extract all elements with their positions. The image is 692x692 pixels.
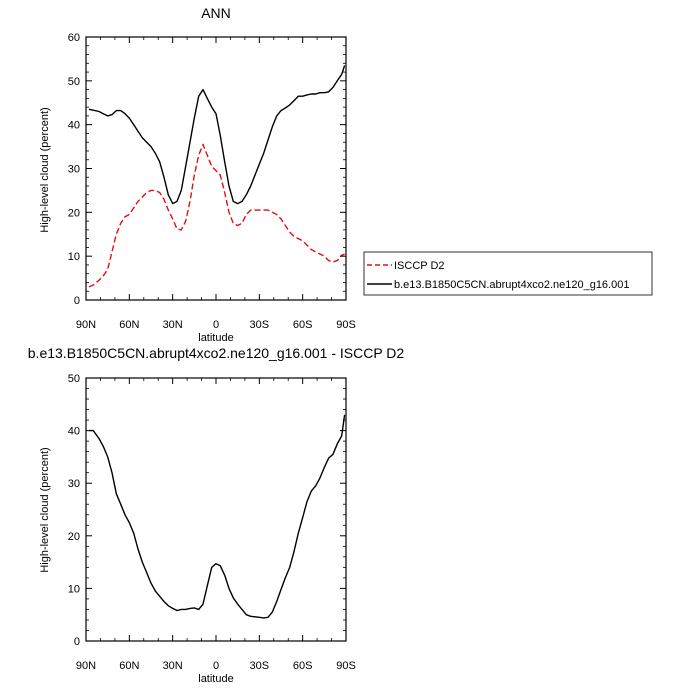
- top-panel: ANN 0 10 20 30 40 50 60 90N 60N 30N 0 30S 60S 90S Hig…: [39, 5, 356, 344]
- top-x-tick-label: 60N: [119, 319, 139, 331]
- top-series-line-isccp-d2: [88, 143, 345, 288]
- bottom-series-line-model: [88, 414, 346, 619]
- bottom-x-tick-label: 60N: [119, 660, 139, 672]
- top-plot-frame: [85, 36, 347, 301]
- bottom-x-tick-label: 30S: [250, 660, 270, 672]
- bottom-y-tick-label: 0: [74, 636, 80, 648]
- top-x-tick-label: 90S: [336, 319, 356, 331]
- bottom-x-tick-label: 30N: [163, 660, 183, 672]
- bottom-panel: b.e13.B1850C5CN.abrupt4xco2.ne120_g16.00…: [28, 345, 405, 685]
- bottom-x-tick-label: 60S: [293, 660, 313, 672]
- bottom-chart-title: b.e13.B1850C5CN.abrupt4xco2.ne120_g16.00…: [28, 345, 405, 361]
- bottom-plot-frame: [85, 377, 347, 642]
- top-x-tick-label: 30N: [163, 319, 183, 331]
- top-y-tick-label: 0: [74, 295, 80, 307]
- top-y-tick-label: 60: [68, 32, 80, 44]
- bottom-y-tick-label: 10: [68, 583, 80, 595]
- top-x-tick-label: 60S: [293, 319, 313, 331]
- top-y-tick-label: 30: [68, 164, 80, 176]
- legend-label-model: b.e13.B1850C5CN.abrupt4xco2.ne120_g16.00…: [394, 279, 629, 291]
- top-y-tick-label: 50: [68, 76, 80, 88]
- top-x-tick-label: 90N: [76, 319, 96, 331]
- bottom-x-axis-label: latitude: [198, 673, 233, 685]
- top-y-tick-label: 40: [68, 120, 80, 132]
- top-x-axis-label: latitude: [198, 332, 233, 344]
- top-y-axis-label: High-level cloud (percent): [39, 107, 51, 232]
- bottom-y-tick-label: 40: [68, 426, 80, 438]
- legend: ISCCP D2 b.e13.B1850C5CN.abrupt4xco2.ne1…: [363, 251, 653, 296]
- bottom-x-tick-label: 0: [213, 660, 219, 672]
- top-y-tick-label: 20: [68, 207, 80, 219]
- bottom-y-tick-label: 30: [68, 478, 80, 490]
- top-chart-title: ANN: [201, 5, 231, 21]
- bottom-y-tick-label: 50: [68, 373, 80, 385]
- top-x-tick-label: 30S: [250, 319, 270, 331]
- legend-box: [363, 251, 653, 296]
- bottom-x-tick-label: 90S: [336, 660, 356, 672]
- legend-label-obs: ISCCP D2: [394, 260, 445, 272]
- top-y-tick-label: 10: [68, 251, 80, 263]
- top-series-line-model: [88, 65, 346, 205]
- bottom-x-tick-label: 90N: [76, 660, 96, 672]
- top-x-tick-label: 0: [213, 319, 219, 331]
- bottom-y-axis-label: High-level cloud (percent): [39, 447, 51, 572]
- bottom-y-tick-label: 20: [68, 531, 80, 543]
